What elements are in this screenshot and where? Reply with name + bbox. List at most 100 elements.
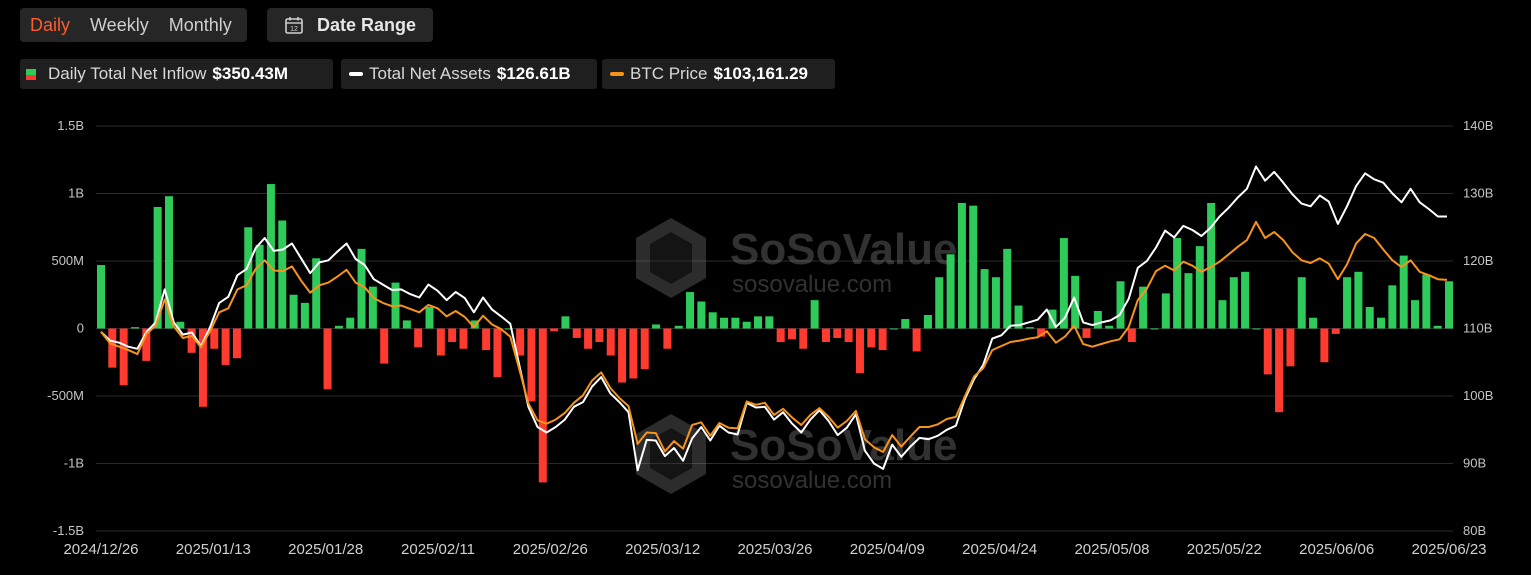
inflow-bar[interactable]	[527, 328, 536, 402]
inflow-bar[interactable]	[97, 265, 105, 329]
inflow-bar[interactable]	[1422, 274, 1431, 329]
inflow-bar[interactable]	[414, 328, 423, 348]
inflow-bar[interactable]	[187, 328, 196, 353]
inflow-bar[interactable]	[708, 312, 717, 329]
inflow-bar[interactable]	[720, 317, 729, 329]
inflow-bar[interactable]	[153, 207, 162, 329]
inflow-bar[interactable]	[1161, 293, 1170, 329]
inflow-bar[interactable]	[1286, 328, 1295, 367]
inflow-bar[interactable]	[1014, 305, 1023, 329]
inflow-bar[interactable]	[1297, 277, 1306, 329]
inflow-bar[interactable]	[346, 317, 355, 329]
inflow-bar[interactable]	[1411, 300, 1420, 329]
tab-daily[interactable]: Daily	[30, 15, 71, 35]
inflow-bar[interactable]	[833, 328, 842, 338]
inflow-bar[interactable]	[289, 294, 298, 329]
inflow-bar[interactable]	[493, 328, 502, 378]
inflow-bar[interactable]	[1139, 286, 1148, 329]
inflow-bar[interactable]	[300, 302, 309, 329]
inflow-bar[interactable]	[482, 328, 491, 351]
inflow-bar[interactable]	[278, 220, 287, 329]
inflow-bar[interactable]	[1433, 325, 1442, 329]
inflow-bar[interactable]	[810, 300, 819, 329]
legend-btc[interactable]: BTC Price $103,161.29	[602, 59, 835, 89]
inflow-bar[interactable]	[176, 321, 185, 329]
inflow-bar[interactable]	[855, 328, 864, 374]
inflow-bar[interactable]	[867, 328, 876, 348]
inflow-bar[interactable]	[119, 328, 128, 386]
legend-inflow[interactable]: Daily Total Net Inflow $350.43M	[20, 59, 333, 89]
inflow-bar[interactable]	[266, 184, 275, 329]
inflow-bar[interactable]	[538, 328, 547, 483]
inflow-bar[interactable]	[618, 328, 627, 383]
inflow-bar[interactable]	[1354, 271, 1363, 329]
inflow-bar[interactable]	[357, 248, 366, 329]
inflow-bar[interactable]	[550, 328, 559, 332]
inflow-bar[interactable]	[232, 328, 241, 359]
inflow-bar[interactable]	[1229, 277, 1238, 329]
inflow-bar[interactable]	[108, 328, 117, 368]
inflow-bar[interactable]	[402, 320, 411, 329]
inflow-bar[interactable]	[1218, 300, 1227, 329]
inflow-bar[interactable]	[946, 254, 955, 329]
inflow-bar[interactable]	[210, 328, 219, 349]
inflow-bar[interactable]	[912, 328, 921, 352]
inflow-bar[interactable]	[742, 321, 751, 329]
date-range-button[interactable]: 12 Date Range	[267, 8, 433, 42]
inflow-bar[interactable]	[1445, 281, 1453, 329]
inflow-bar[interactable]	[244, 227, 253, 329]
inflow-bar[interactable]	[312, 258, 321, 329]
inflow-bar[interactable]	[1037, 328, 1046, 337]
inflow-bar[interactable]	[765, 316, 774, 329]
inflow-bar[interactable]	[969, 205, 978, 329]
btc-price-line[interactable]	[100, 220, 1448, 453]
inflow-bar[interactable]	[754, 316, 763, 329]
total-net-assets-line[interactable]	[100, 165, 1447, 472]
inflow-bar[interactable]	[957, 202, 966, 329]
inflow-bar[interactable]	[674, 325, 683, 329]
inflow-bar[interactable]	[1184, 273, 1193, 329]
inflow-bar[interactable]	[629, 328, 638, 379]
inflow-bar[interactable]	[130, 327, 139, 329]
inflow-bar[interactable]	[1252, 328, 1261, 330]
inflow-bar[interactable]	[844, 328, 853, 343]
inflow-bar[interactable]	[1263, 328, 1272, 375]
inflow-bar[interactable]	[1377, 317, 1386, 329]
inflow-bar[interactable]	[459, 328, 468, 349]
tab-weekly[interactable]: Weekly	[90, 15, 149, 35]
inflow-bar[interactable]	[606, 328, 615, 356]
inflow-bar[interactable]	[595, 328, 604, 343]
inflow-bar[interactable]	[1003, 248, 1012, 329]
inflow-bar[interactable]	[935, 277, 944, 329]
inflow-bar[interactable]	[1116, 281, 1125, 329]
inflow-bar[interactable]	[516, 328, 525, 356]
inflow-bar[interactable]	[1241, 271, 1250, 329]
inflow-bar[interactable]	[686, 292, 695, 329]
inflow-bar[interactable]	[663, 328, 672, 349]
inflow-bar[interactable]	[584, 328, 593, 349]
tab-monthly[interactable]: Monthly	[168, 15, 232, 35]
inflow-bar[interactable]	[1309, 317, 1318, 329]
inflow-bar[interactable]	[878, 328, 887, 351]
inflow-bar[interactable]	[198, 328, 207, 407]
inflow-bar[interactable]	[1105, 325, 1114, 329]
inflow-bar[interactable]	[731, 317, 740, 329]
inflow-bar[interactable]	[425, 306, 434, 329]
inflow-bar[interactable]	[1275, 328, 1284, 413]
inflow-bar[interactable]	[799, 328, 808, 349]
inflow-bar[interactable]	[1059, 238, 1068, 329]
inflow-bar[interactable]	[991, 277, 1000, 329]
inflow-bar[interactable]	[323, 328, 332, 390]
inflow-bar[interactable]	[889, 328, 898, 330]
inflow-bar[interactable]	[787, 328, 796, 340]
inflow-bar[interactable]	[334, 325, 343, 329]
inflow-bar[interactable]	[221, 328, 230, 365]
inflow-bar[interactable]	[1320, 328, 1329, 363]
inflow-bar[interactable]	[901, 319, 910, 329]
inflow-bar[interactable]	[380, 328, 389, 364]
inflow-bar[interactable]	[1150, 328, 1159, 330]
inflow-bar[interactable]	[255, 244, 264, 329]
inflow-bar[interactable]	[436, 328, 445, 356]
inflow-bar[interactable]	[697, 301, 706, 329]
inflow-bar[interactable]	[1365, 306, 1374, 329]
